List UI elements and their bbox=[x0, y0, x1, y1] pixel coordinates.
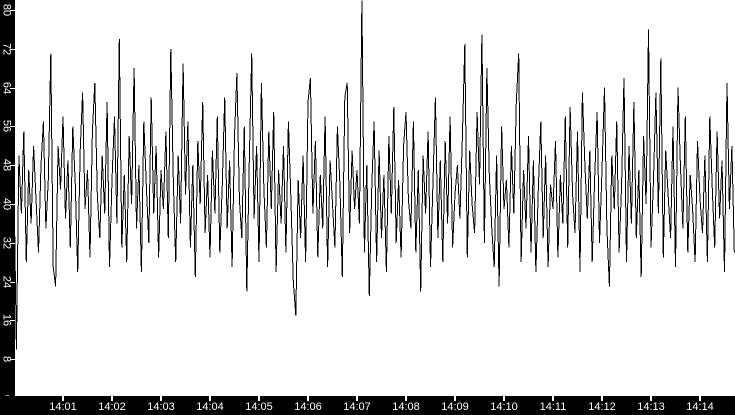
x-axis-tick bbox=[209, 396, 211, 401]
x-axis-label: 14:10 bbox=[490, 401, 518, 413]
y-axis-tick bbox=[10, 10, 15, 11]
x-axis-tick bbox=[356, 396, 358, 401]
signal-trace bbox=[13, 0, 735, 350]
x-axis-tick bbox=[552, 396, 554, 401]
y-axis-label: 16 bbox=[0, 313, 13, 327]
x-axis-label: 14:05 bbox=[245, 401, 273, 413]
y-axis-label: 32 bbox=[0, 236, 13, 250]
x-axis-label: 14:13 bbox=[637, 401, 665, 413]
x-axis-tick bbox=[160, 396, 162, 401]
x-axis-label: 14:14 bbox=[686, 401, 714, 413]
x-axis-label: 14:11 bbox=[539, 401, 567, 413]
x-axis-tick bbox=[111, 396, 113, 401]
y-axis-tick bbox=[10, 88, 15, 89]
x-axis-label: 14:04 bbox=[196, 401, 224, 413]
y-axis-tick bbox=[10, 243, 15, 244]
x-axis-tick bbox=[62, 396, 64, 401]
y-axis: 08162432404856647280 bbox=[0, 0, 15, 415]
y-axis-label: 8 bbox=[0, 355, 13, 363]
y-axis-tick bbox=[10, 204, 15, 205]
y-axis-tick bbox=[10, 282, 15, 283]
y-axis-label: 40 bbox=[0, 197, 13, 211]
x-axis-label: 14:09 bbox=[441, 401, 469, 413]
x-axis-label: 14:03 bbox=[147, 401, 175, 413]
y-axis-tick bbox=[10, 359, 15, 360]
y-axis-tick bbox=[10, 165, 15, 166]
x-axis: 14:01 14:02 14:03 14:04 14:05 14:06 14:07 14:08… bbox=[0, 396, 735, 415]
y-axis-tick bbox=[10, 49, 15, 50]
y-axis-label: 72 bbox=[0, 42, 13, 56]
x-axis-label: 14:07 bbox=[343, 401, 371, 413]
x-axis-tick bbox=[307, 396, 309, 401]
x-axis-tick bbox=[650, 396, 652, 401]
x-axis-label: 14:08 bbox=[392, 401, 420, 413]
x-axis-tick bbox=[454, 396, 456, 401]
y-axis-label: 56 bbox=[0, 119, 13, 133]
y-axis-label: 80 bbox=[0, 3, 13, 17]
y-axis-label: 48 bbox=[0, 158, 13, 172]
y-axis-label: 24 bbox=[0, 275, 13, 289]
y-axis-label: 64 bbox=[0, 81, 13, 95]
x-axis-tick bbox=[601, 396, 603, 401]
x-axis-tick bbox=[258, 396, 260, 401]
x-axis-tick bbox=[405, 396, 407, 401]
x-axis-tick bbox=[699, 396, 701, 401]
x-axis-tick bbox=[503, 396, 505, 401]
y-axis-tick bbox=[10, 320, 15, 321]
y-axis-tick bbox=[10, 126, 15, 127]
x-axis-label: 14:01 bbox=[49, 401, 77, 413]
x-axis-label: 14:12 bbox=[588, 401, 616, 413]
x-axis-label: 14:02 bbox=[98, 401, 126, 413]
x-axis-label: 14:06 bbox=[294, 401, 322, 413]
